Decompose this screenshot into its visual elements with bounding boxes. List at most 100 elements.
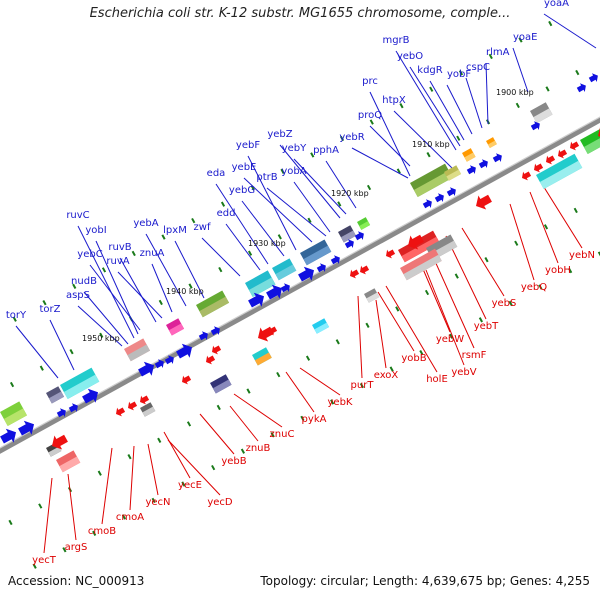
forward-gene-arrow <box>466 165 476 175</box>
feature-block <box>536 153 583 190</box>
feature-block <box>530 102 553 124</box>
feature-block-bottom <box>533 108 553 124</box>
scale-tick <box>399 102 404 109</box>
scale-tick <box>395 306 400 312</box>
forward-gene-arrow <box>68 403 78 413</box>
kbp-label: 1910 kbp <box>412 140 450 149</box>
feature-block-bottom <box>340 230 357 243</box>
scale-tick <box>276 371 281 378</box>
scale-tick <box>484 256 489 263</box>
forward-leader-line <box>215 183 269 265</box>
gene-label-ruvB: ruvB <box>108 242 131 253</box>
scale-tick <box>220 201 226 207</box>
feature-block-bottom <box>359 221 371 230</box>
reverse-arrow-shape <box>476 194 492 210</box>
reverse-leader-line <box>461 227 505 297</box>
scale-tick <box>514 240 519 246</box>
reverse-leader-line <box>101 447 113 525</box>
scale-tick <box>508 300 513 307</box>
gene-label-yebY: yebY <box>282 143 307 154</box>
feature-block-bottom <box>142 406 156 417</box>
forward-leader-line <box>543 13 597 49</box>
scale-tick <box>396 168 401 174</box>
scale-tick <box>488 53 493 60</box>
reverse-leader-line <box>299 367 341 396</box>
forward-arrow-shape <box>138 361 155 377</box>
feature-block-bottom <box>314 322 330 334</box>
scale-tick <box>339 135 345 142</box>
reverse-arrow-shape <box>350 269 360 279</box>
feature-block-bottom <box>199 296 230 318</box>
forward-gene-arrow <box>176 343 193 359</box>
scale-tick <box>270 432 275 438</box>
feature-block <box>357 217 371 230</box>
forward-arrow-shape <box>68 403 78 413</box>
reverse-leader-line <box>429 249 475 349</box>
reverse-arrow-shape <box>52 434 68 450</box>
reverse-arrow-shape <box>360 265 370 275</box>
map-title: Escherichia coli str. K-12 substr. MG165… <box>89 6 511 21</box>
reverse-leader-line <box>377 291 415 352</box>
feature-block <box>444 165 462 181</box>
scale-tick <box>573 207 578 214</box>
forward-leader-line <box>465 77 483 129</box>
scale-tick <box>32 563 37 569</box>
accession-text: Accession: NC_000913 <box>8 574 145 588</box>
forward-arrow-shape <box>56 408 66 418</box>
scale-tick <box>247 250 253 256</box>
kbp-label: 1920 kbp <box>331 189 369 198</box>
forward-leader-line <box>83 291 129 345</box>
scale-tick <box>181 481 186 487</box>
feature-block-bottom <box>48 446 62 457</box>
scale-tick <box>62 547 67 553</box>
gene-label-pphA: pphA <box>313 145 339 156</box>
gene-label-htpX: htpX <box>382 95 406 106</box>
gene-label-purT: purT <box>351 380 375 391</box>
reverse-leader-line <box>233 393 283 428</box>
gene-label-znuB: znuB <box>246 443 271 454</box>
forward-leader-line <box>241 200 285 257</box>
reverse-leader-line <box>445 235 487 320</box>
scale-tick <box>39 365 44 371</box>
reverse-leader-line <box>541 183 583 249</box>
forward-gene-arrow <box>330 255 340 265</box>
gene-label-argS: argS <box>65 542 88 553</box>
reverse-leader-line <box>67 473 77 541</box>
gene-label-yebW: yebW <box>436 334 464 345</box>
feature-block <box>140 402 156 417</box>
forward-leader-line <box>369 125 411 167</box>
gene-label-yebB: yebB <box>221 456 246 467</box>
forward-arrow-shape <box>280 283 290 293</box>
scale-tick <box>456 135 461 141</box>
forward-gene-arrow <box>266 284 283 300</box>
gene-label-cmoA: cmoA <box>116 512 144 523</box>
gene-label-edd: edd <box>217 208 236 219</box>
gene-label-yebF: yebF <box>236 140 260 151</box>
forward-gene-arrow <box>530 121 540 131</box>
feature-block <box>46 386 65 404</box>
scale-tick <box>575 69 580 76</box>
forward-arrow-shape <box>492 153 502 163</box>
feature-block-bottom <box>403 254 442 281</box>
gene-label-mgrB: mgrB <box>382 35 409 46</box>
feature-block-bottom <box>48 391 65 404</box>
scale-tick <box>307 217 312 224</box>
scale-tick <box>538 284 543 290</box>
feature-block <box>55 450 81 473</box>
forward-gene-arrow <box>164 355 174 365</box>
forward-leader-line <box>351 147 409 179</box>
reverse-gene-arrow <box>268 326 278 336</box>
gene-label-cmoB: cmoB <box>88 526 116 537</box>
feature-block <box>209 374 232 394</box>
forward-gene-arrow <box>82 388 99 404</box>
scale-tick <box>211 464 216 471</box>
forward-gene-arrow <box>210 326 220 336</box>
gene-label-aspS: aspS <box>66 290 90 301</box>
reverse-gene-arrow <box>570 141 580 151</box>
reverse-arrow-shape <box>386 249 396 259</box>
feature-block-bottom <box>464 152 476 162</box>
topology-text: Topology: circular; Length: 4,639,675 bp… <box>260 574 590 588</box>
forward-gene-arrow <box>298 266 315 282</box>
forward-arrow-shape <box>210 326 220 336</box>
reverse-leader-line <box>509 203 535 281</box>
